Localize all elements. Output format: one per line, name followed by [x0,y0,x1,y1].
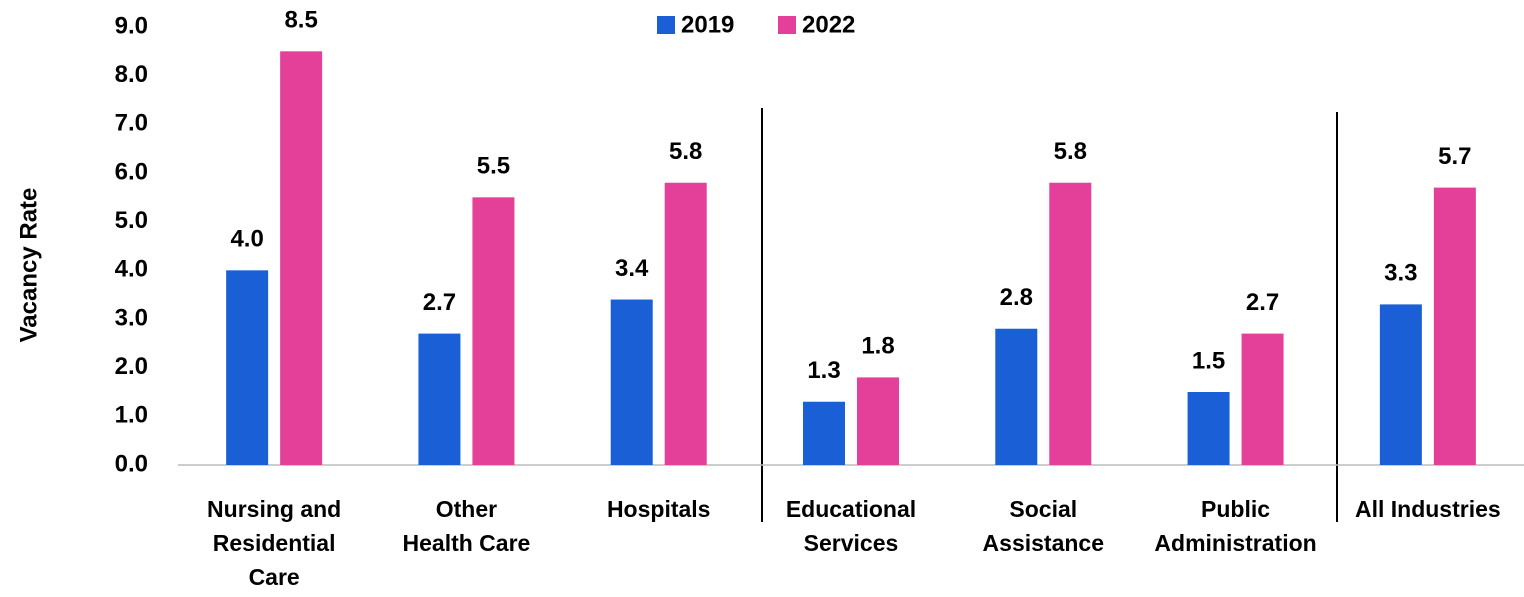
data-label: 5.7 [1438,143,1471,170]
bar [472,197,515,466]
bar [280,51,323,465]
legend-label: 2019 [681,11,734,38]
x-tick-label: Social Assistance [982,496,1105,556]
y-tick-label: 4.0 [115,256,148,283]
x-tick-label: Nursing and Residential Care [207,496,342,590]
bar [1241,333,1284,465]
data-label: 1.5 [1192,347,1225,374]
y-tick-label: 9.0 [115,12,148,39]
legend-swatch [657,16,675,34]
bar [610,299,653,465]
data-label: 8.5 [284,7,317,34]
y-tick-label: 8.0 [115,61,148,88]
bar [418,333,461,465]
bar [995,328,1038,465]
y-tick-label: 3.0 [115,304,148,331]
bar [1379,304,1422,465]
x-tick-label: All Industries [1354,496,1501,522]
y-tick-label: 2.0 [115,353,148,380]
data-label: 5.5 [477,153,510,180]
y-tick-label: 5.0 [115,207,148,234]
data-label: 1.3 [807,357,840,384]
data-label: 5.8 [669,138,702,165]
x-tick-label: Other Health Care [402,496,531,556]
y-tick-label: 7.0 [115,110,148,137]
y-axis-title: Vacancy Rate [15,188,42,343]
bar [803,401,845,465]
data-label: 2.7 [423,289,456,316]
bar [1187,392,1230,465]
data-label: 3.3 [1384,260,1417,287]
bar [1433,187,1476,465]
legend-swatch [778,16,796,34]
data-label: 4.0 [230,226,263,253]
data-label: 3.4 [615,255,649,282]
legend-label: 2022 [802,11,855,38]
x-tick-label: Educational Services [785,496,917,556]
data-label: 2.7 [1246,289,1279,316]
bar [664,182,707,465]
x-tick-label: Public Administration [1154,496,1317,556]
data-label: 1.8 [861,333,894,360]
y-tick-label: 6.0 [115,158,148,185]
y-tick-label: 0.0 [115,450,148,477]
y-tick-label: 1.0 [115,402,148,429]
data-label: 5.8 [1054,138,1087,165]
bar [857,377,899,465]
data-label: 2.8 [1000,284,1033,311]
bar [226,270,269,465]
bar [1049,182,1092,465]
x-tick-label: Hospitals [606,496,711,522]
